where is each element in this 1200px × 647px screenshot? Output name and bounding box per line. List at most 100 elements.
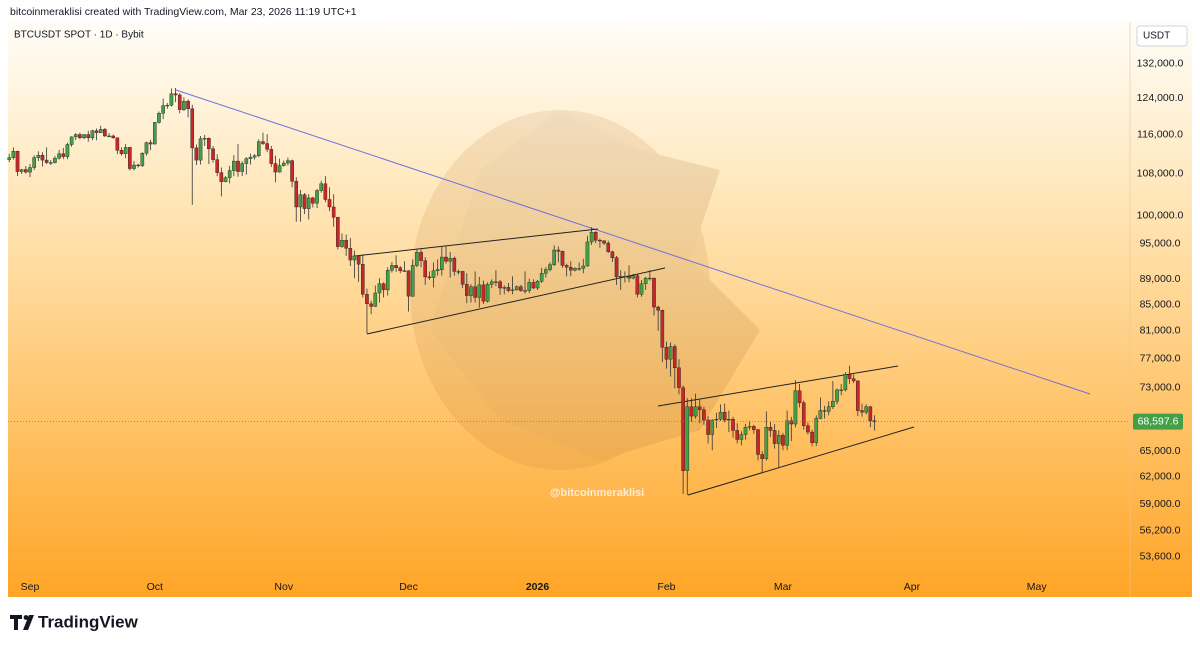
y-tick-label: 124,000.0 <box>1137 92 1184 104</box>
currency-box <box>1136 25 1188 47</box>
candle-body <box>369 303 373 307</box>
candle-body <box>53 157 57 163</box>
candle-body <box>494 281 498 283</box>
candle-body <box>452 258 457 272</box>
candle-body <box>664 347 669 360</box>
candle-body <box>24 169 28 173</box>
candle-body <box>677 367 681 388</box>
candle-body <box>843 374 848 391</box>
candle-body <box>552 249 556 265</box>
candle-body <box>373 292 378 307</box>
candle-body <box>365 294 369 305</box>
candle-body <box>440 256 444 270</box>
candle-body <box>98 129 103 133</box>
candle-body <box>119 150 124 154</box>
y-tick-label: 56,200.0 <box>1140 524 1181 536</box>
candle-body <box>111 135 115 139</box>
currency-label: USDT <box>1143 31 1170 42</box>
candle-body <box>419 252 423 261</box>
candle-body <box>652 277 656 308</box>
trend-line <box>175 89 1091 395</box>
candle-body <box>814 418 819 443</box>
candle-body <box>789 420 794 425</box>
candle-body <box>306 197 311 209</box>
candle-body <box>123 147 128 154</box>
candle-body <box>244 158 249 164</box>
candle-body <box>128 147 132 169</box>
candle-body <box>831 401 835 407</box>
x-tick-label: Oct <box>147 581 163 593</box>
candle-body <box>577 268 581 270</box>
candle-body <box>702 409 706 421</box>
candle-body <box>810 431 814 443</box>
candle-body <box>585 241 590 267</box>
candle-body <box>714 419 719 421</box>
candle-body <box>431 270 436 278</box>
brand-name: TradingView <box>38 612 139 631</box>
candle-body <box>152 122 157 145</box>
candle-body <box>140 153 145 166</box>
candle-body <box>710 419 715 435</box>
y-tick-label: 77,000.0 <box>1140 352 1181 364</box>
candle-body <box>294 181 299 208</box>
x-tick-label: Apr <box>904 581 921 593</box>
candle-body <box>261 141 265 144</box>
candle-body <box>65 144 70 157</box>
candle-body <box>252 155 257 158</box>
candle-body <box>281 162 286 166</box>
candle-body <box>772 430 777 444</box>
candle-body <box>606 242 611 252</box>
candle-body <box>427 276 432 278</box>
candle-body <box>444 256 448 262</box>
candle-body <box>539 273 544 282</box>
candle-body <box>169 93 174 106</box>
candle-body <box>485 284 490 302</box>
candle-body <box>448 258 452 262</box>
candle-body <box>311 197 315 204</box>
candle-body <box>157 113 161 123</box>
candle-body <box>390 265 394 271</box>
candle-body <box>627 276 631 279</box>
y-tick-label: 65,000.0 <box>1140 445 1181 457</box>
candle-body <box>28 167 32 173</box>
y-tick-label: 73,000.0 <box>1140 381 1181 393</box>
candle-body <box>327 199 332 208</box>
candle-body <box>623 276 627 278</box>
candle-body <box>618 276 623 278</box>
candle-body <box>323 183 328 200</box>
candle-body <box>752 426 756 430</box>
candle-body <box>581 265 586 269</box>
candle-body <box>689 406 694 417</box>
channel-line <box>354 228 599 257</box>
y-tick-label: 62,000.0 <box>1140 471 1181 483</box>
candle-body <box>860 410 864 413</box>
candle-body <box>356 255 361 265</box>
candle-body <box>148 142 153 145</box>
candle-body <box>660 310 665 348</box>
candle-body <box>115 137 120 151</box>
x-tick-label: May <box>1027 581 1048 593</box>
candle-body <box>331 206 336 218</box>
candle-body <box>227 170 232 178</box>
candle-body <box>49 162 53 164</box>
candle-body <box>527 282 531 291</box>
candle-body <box>523 290 527 292</box>
candle-body <box>760 454 764 459</box>
candle-body <box>706 419 710 435</box>
x-tick-label: Dec <box>399 581 418 593</box>
candle-body <box>768 427 773 431</box>
candle-body <box>182 100 186 110</box>
candle-body <box>144 142 149 154</box>
candle-body <box>202 138 207 140</box>
candle-body <box>32 157 36 168</box>
y-tick-label: 85,000.0 <box>1140 298 1181 310</box>
candle-body <box>44 159 49 163</box>
candle-body <box>631 275 635 279</box>
candle-body <box>477 284 482 298</box>
candle-body <box>598 240 602 242</box>
candle-body <box>681 387 685 471</box>
candle-body <box>489 281 494 285</box>
candle-body <box>161 105 165 114</box>
x-tick-label: Mar <box>774 581 793 593</box>
candle-body <box>556 249 561 252</box>
